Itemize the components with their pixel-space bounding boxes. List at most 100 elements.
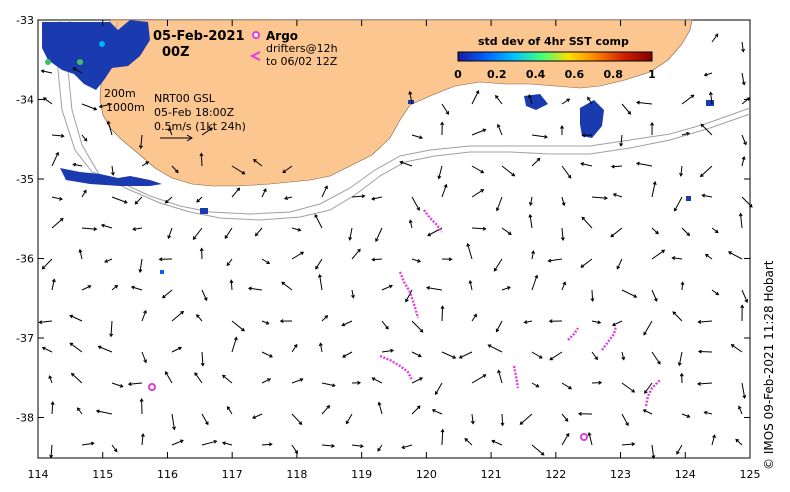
current-arrow — [681, 413, 691, 418]
isobath-1000m — [67, 19, 751, 221]
current-arrow — [531, 382, 540, 388]
current-arrow — [616, 258, 623, 270]
current-arrow — [561, 413, 569, 422]
current-arrow — [351, 380, 362, 385]
current-arrow — [111, 444, 118, 453]
sst-stddev-patches — [42, 20, 714, 274]
current-arrow — [587, 96, 593, 105]
current-arrow — [523, 320, 533, 324]
y-tick-label: -34 — [16, 94, 34, 107]
current-arrow — [291, 378, 304, 384]
current-arrow — [471, 90, 480, 105]
current-arrow — [501, 286, 511, 291]
current-arrow — [561, 382, 573, 390]
current-arrow — [560, 227, 565, 241]
current-arrow — [591, 320, 602, 325]
current-arrow — [165, 371, 173, 384]
current-arrow — [51, 151, 59, 167]
current-arrow — [196, 196, 203, 203]
current-arrow — [229, 279, 234, 291]
x-tick-label: 114 — [28, 468, 49, 481]
current-arrow — [110, 165, 115, 176]
current-arrow — [138, 134, 143, 150]
current-arrow — [252, 413, 263, 419]
current-arrow — [681, 131, 691, 136]
argo-legend-icon — [252, 31, 260, 39]
current-arrow — [591, 196, 608, 201]
current-arrow — [711, 227, 719, 234]
sst-patch-green — [77, 59, 83, 65]
colorbar-tick-label: 1 — [648, 68, 656, 81]
current-arrow — [78, 248, 83, 260]
current-arrow — [621, 289, 638, 298]
current-arrow — [704, 253, 713, 260]
current-arrow — [547, 258, 563, 263]
current-arrow — [97, 345, 113, 353]
current-arrow — [371, 377, 383, 384]
current-arrow — [171, 413, 176, 431]
current-arrow — [51, 133, 65, 138]
current-arrow — [741, 41, 745, 53]
current-arrow — [141, 351, 147, 364]
current-arrow — [351, 194, 366, 199]
map-time: 00Z — [162, 45, 190, 60]
current-arrow — [171, 439, 184, 446]
colorbar-tick-label: 0.8 — [603, 68, 623, 81]
current-arrow — [375, 227, 383, 243]
current-arrow — [201, 289, 208, 302]
current-arrow — [345, 413, 353, 425]
current-arrow — [70, 372, 83, 384]
current-arrow — [651, 351, 661, 365]
current-arrow — [41, 258, 53, 270]
current-arrow — [351, 289, 355, 299]
current-arrow — [51, 278, 56, 291]
sst-patch-coast-west — [60, 168, 162, 186]
current-arrow — [440, 305, 445, 322]
current-arrow — [348, 227, 353, 241]
current-arrow — [381, 348, 395, 353]
current-arrow — [458, 351, 473, 359]
current-arrow — [611, 320, 623, 327]
current-arrow — [69, 342, 83, 353]
current-arrow — [621, 351, 626, 361]
current-arrow — [619, 134, 624, 147]
current-arrow — [106, 120, 113, 136]
current-arrow — [500, 413, 505, 427]
current-arrow — [437, 165, 443, 180]
current-arrow — [528, 196, 533, 207]
current-arrow — [440, 428, 445, 446]
axes: 114 115 116 117 118 119 120 121 122 123 124 125 -33 -… — [16, 14, 760, 481]
scale-arrow — [160, 134, 193, 142]
current-arrow — [50, 401, 55, 415]
current-arrow — [201, 413, 209, 426]
current-arrow — [158, 257, 173, 262]
current-arrow — [591, 380, 603, 385]
current-arrow — [697, 349, 713, 354]
current-arrow — [411, 405, 421, 415]
current-arrow — [471, 189, 485, 198]
current-arrow — [531, 444, 545, 456]
current-arrow — [699, 165, 713, 178]
current-arrow — [561, 165, 572, 179]
current-arrow — [635, 161, 653, 167]
current-arrow — [261, 258, 271, 265]
current-arrow — [560, 124, 564, 135]
current-arrow — [291, 413, 303, 425]
colorbar-border — [457, 51, 653, 62]
current-arrow — [134, 196, 143, 205]
current-arrow — [651, 444, 656, 459]
current-arrow — [621, 442, 636, 447]
current-arrow — [730, 344, 743, 353]
current-arrow — [531, 134, 548, 139]
current-arrow — [466, 242, 473, 260]
current-arrow — [441, 351, 457, 359]
current-arrow — [644, 382, 653, 394]
current-arrow — [321, 382, 336, 388]
current-arrow — [199, 152, 204, 167]
current-arrow — [590, 289, 595, 302]
depth-label-1000m: 1000m — [106, 101, 145, 114]
current-arrow — [621, 413, 629, 427]
current-arrow — [69, 314, 83, 322]
current-vectors — [38, 33, 753, 459]
current-arrow — [111, 284, 119, 291]
